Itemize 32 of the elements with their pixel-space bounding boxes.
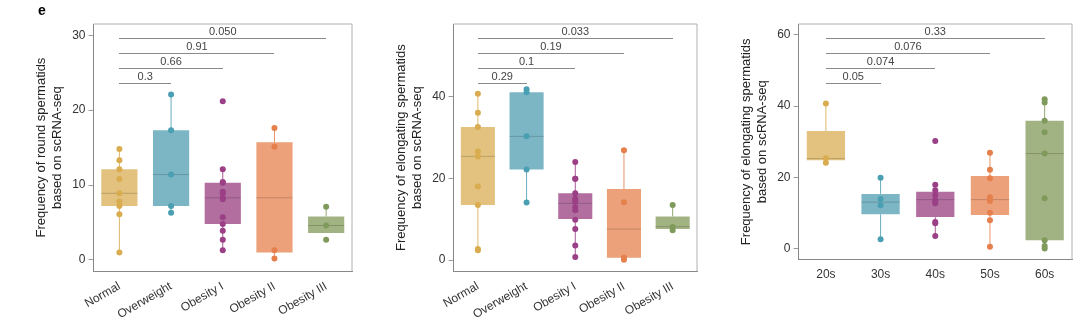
y-axis-title: Frequency of elongating spermatids based on scRNA-seq — [393, 43, 424, 251]
y-tick-label: 30 — [72, 27, 86, 42]
x-tick-label: 30s — [870, 267, 891, 282]
y-axis-title: Frequency of round spermatids based on scRNA-seq — [33, 57, 64, 238]
annotation: 0.050 — [208, 25, 238, 38]
x-tick-label: 50s — [980, 267, 1000, 282]
annotation: 0.66 — [159, 55, 183, 68]
x-tick-label: 60s — [1034, 267, 1055, 282]
annotation: 0.033 — [560, 25, 591, 38]
annotation: 0.33 — [923, 25, 947, 38]
y-tick-label: 40 — [432, 89, 446, 104]
y-tick-label: 0 — [438, 252, 446, 267]
y-axis-title: Frequency of elongating spermatids based on scRNA-seq — [738, 37, 769, 246]
y-tick-label: 10 — [72, 177, 86, 192]
annotation: 0.076 — [893, 40, 923, 53]
y-tick-label: 20 — [72, 102, 86, 117]
annotation: 0.1 — [517, 55, 536, 68]
x-tick-label: 40s — [925, 267, 945, 282]
y-tick-label: 0 — [78, 252, 86, 267]
annotation: 0.19 — [539, 40, 563, 53]
annotation: 0.91 — [185, 40, 209, 53]
annotation: 0.3 — [136, 70, 154, 83]
annotation: 0.29 — [490, 70, 514, 83]
y-tick-label: 60 — [777, 27, 791, 42]
y-tick-label: 0 — [783, 241, 791, 256]
y-tick-label: 40 — [777, 98, 791, 113]
y-tick-label: 20 — [432, 170, 446, 185]
x-tick-label: 20s — [816, 267, 836, 282]
chart-title: e — [38, 1, 46, 18]
y-tick-label: 20 — [777, 169, 791, 184]
annotation: 0.05 — [841, 70, 865, 83]
annotation: 0.074 — [865, 55, 896, 68]
